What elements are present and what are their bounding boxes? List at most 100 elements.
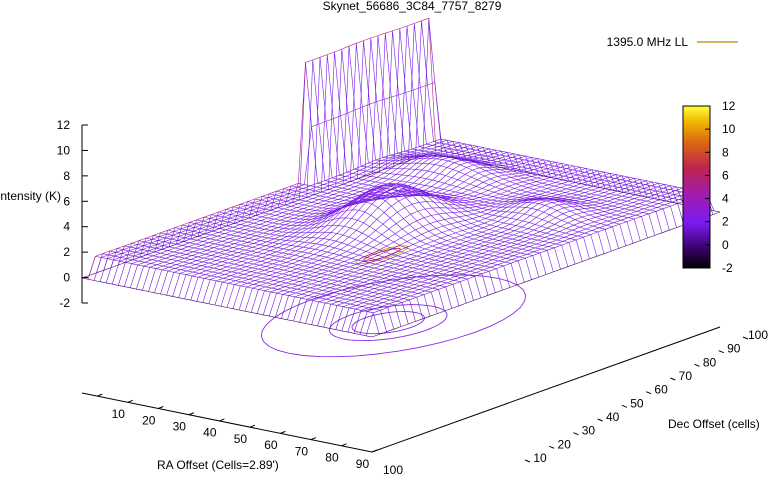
mesh-line	[160, 150, 509, 295]
mesh-line	[335, 49, 627, 246]
mesh-line	[341, 187, 691, 331]
contour-ring	[260, 274, 527, 358]
x-tick-label: 70	[295, 444, 309, 458]
y-axis-line	[371, 326, 721, 453]
y-tick-label: 40	[606, 410, 620, 424]
y-tick-mark	[645, 391, 652, 395]
mesh-line	[220, 163, 570, 307]
legend: 1395.0 MHz LL	[607, 35, 738, 49]
mesh-line	[202, 159, 552, 303]
y-tick-mark	[742, 336, 749, 340]
x-tick-label: 20	[142, 413, 156, 427]
colorbar-tick-label: 2	[722, 215, 729, 229]
mesh-line	[347, 188, 697, 333]
mesh-line	[214, 161, 564, 306]
mesh-line	[269, 173, 618, 317]
x-tick-mark	[97, 393, 103, 397]
colorbar-tick-label: 6	[722, 168, 729, 182]
mesh-line	[256, 170, 606, 314]
mesh-line	[323, 184, 672, 328]
colorbar-tick-label: -2	[722, 261, 733, 275]
mesh-line	[293, 177, 642, 322]
colorbar-tick-label: 0	[722, 238, 729, 252]
y-tick-mark	[597, 418, 603, 422]
x-tick-mark	[127, 399, 133, 403]
mesh-line	[317, 182, 666, 326]
x-tick-mark	[341, 443, 347, 447]
y-axis-title: Dec Offset (cells)	[668, 417, 760, 431]
mesh-line	[287, 176, 636, 320]
y-tick-label: 60	[654, 383, 668, 397]
contour-spike	[362, 247, 401, 262]
y-tick-label: 50	[630, 396, 644, 410]
y-tick-mark	[549, 445, 555, 449]
mesh-line	[250, 169, 600, 313]
mesh-line	[111, 141, 461, 285]
mesh-line	[408, 23, 699, 220]
axes	[81, 125, 721, 453]
mesh-line	[275, 174, 624, 318]
mesh-line	[136, 145, 485, 290]
x-tick-label: 30	[173, 420, 187, 434]
y-tick-mark	[694, 363, 700, 367]
x-tick-mark	[249, 424, 256, 428]
mesh-line	[130, 144, 479, 288]
colorbar-tick-label: 10	[722, 122, 736, 136]
mesh-line	[154, 149, 503, 293]
legend-label: 1395.0 MHz LL	[607, 35, 689, 49]
colorbar-tick-label: 12	[722, 99, 736, 113]
y-tick-mark	[524, 459, 531, 463]
mesh-line	[184, 155, 533, 299]
x-tick-mark	[219, 418, 225, 422]
x-tick-label: 10	[112, 407, 126, 421]
mesh-line	[365, 192, 715, 336]
x-tick-mark	[280, 430, 286, 434]
colorbar-tick-label: 4	[722, 192, 729, 206]
mesh-line	[226, 164, 576, 308]
z-tick-label: 4	[63, 220, 70, 234]
colorbar-ticks: -2 0 2 4 6 8 10 12	[705, 99, 736, 275]
chart-title: Skynet_56686_3C84_7757_8279	[323, 0, 502, 13]
mesh-line	[359, 191, 709, 335]
x-tick-label: 90	[356, 457, 370, 471]
y-tick-label: 90	[727, 342, 741, 356]
mesh-line	[305, 180, 654, 324]
x-tick-label: 60	[264, 438, 278, 452]
mesh-line	[196, 158, 546, 302]
contour-ring	[329, 304, 448, 342]
y-tick-mark	[573, 432, 579, 436]
y-tick-mark	[670, 377, 676, 381]
mesh-line	[124, 143, 473, 287]
colorbar: -2 0 2 4 6 8 10 12	[682, 99, 736, 275]
mesh-line	[244, 168, 594, 312]
mesh-line	[93, 81, 443, 281]
x-axis-line	[81, 392, 373, 453]
y-tick-label: 30	[582, 424, 596, 438]
x-tick-label: 40	[203, 426, 217, 440]
mesh-line	[208, 160, 558, 304]
z-tick-label: 6	[63, 194, 70, 208]
mesh-line	[87, 17, 437, 280]
mesh-line	[99, 138, 449, 282]
x-tick-mark	[310, 437, 317, 441]
mesh-line	[166, 152, 515, 296]
x-tick-label: 50	[234, 432, 248, 446]
mesh-line	[238, 166, 588, 311]
z-axis-title: Intensity (K)	[0, 189, 61, 203]
z-tick-label: 2	[63, 245, 70, 259]
z-tick-label: 8	[63, 169, 70, 183]
y-tick-mark	[621, 404, 628, 408]
z-tick-label: 12	[57, 118, 71, 132]
x-tick-label: 100	[383, 463, 403, 477]
mesh-line	[400, 25, 692, 223]
y-tick-label: 10	[533, 451, 547, 465]
mesh-line	[281, 175, 630, 319]
mesh-line	[299, 179, 648, 323]
mesh-line	[371, 211, 721, 338]
mesh-line	[232, 165, 582, 309]
y-tick-label: 100	[748, 328, 768, 342]
x-tick-label: 80	[325, 451, 339, 465]
y-tick-mark	[718, 350, 724, 354]
